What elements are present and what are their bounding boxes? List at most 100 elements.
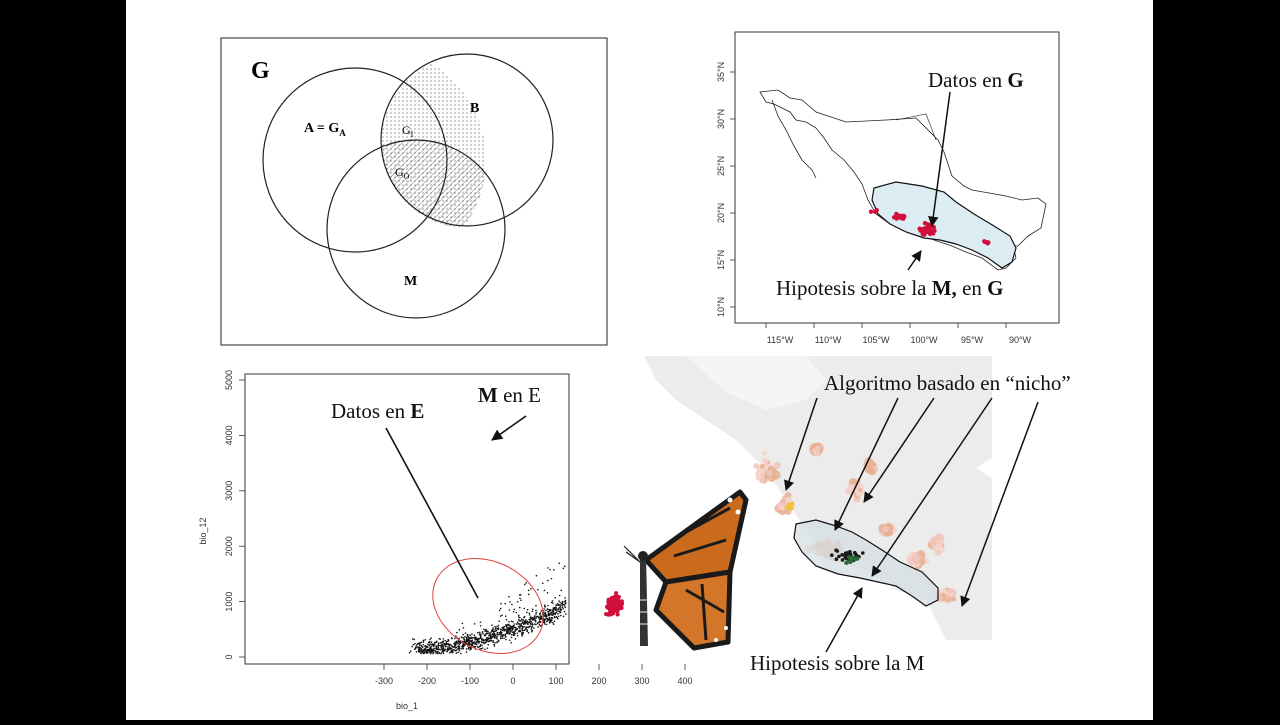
env-point bbox=[557, 613, 559, 615]
env-point bbox=[514, 632, 516, 635]
env-point bbox=[430, 645, 432, 648]
env-point bbox=[479, 625, 482, 627]
env-point bbox=[455, 646, 458, 649]
env-point bbox=[462, 627, 465, 629]
env-point bbox=[517, 616, 520, 618]
env-point bbox=[543, 621, 546, 624]
env-point bbox=[433, 647, 436, 650]
env-point bbox=[531, 622, 533, 624]
env-point bbox=[432, 650, 435, 652]
env-point bbox=[442, 638, 445, 640]
env-point bbox=[532, 617, 535, 620]
env-point bbox=[430, 637, 432, 639]
env-point bbox=[486, 632, 488, 635]
env-point bbox=[431, 643, 433, 646]
env-point bbox=[512, 633, 515, 635]
suitability-patch bbox=[763, 468, 768, 473]
env-point bbox=[543, 608, 545, 610]
env-point bbox=[420, 644, 423, 647]
env-point bbox=[500, 602, 502, 605]
env-point bbox=[546, 591, 549, 594]
env-point bbox=[409, 650, 412, 652]
env-point bbox=[563, 610, 566, 613]
suitability-patch bbox=[760, 472, 766, 478]
env-point bbox=[524, 620, 527, 622]
env-point bbox=[556, 603, 559, 605]
env-point bbox=[466, 634, 469, 637]
env-point bbox=[465, 648, 468, 650]
env-point bbox=[530, 626, 533, 629]
env-point bbox=[478, 640, 481, 643]
env-point bbox=[441, 647, 443, 650]
env-point bbox=[557, 615, 560, 618]
env-point bbox=[563, 603, 565, 606]
env-point bbox=[442, 650, 445, 653]
arrow-data-g bbox=[928, 91, 951, 228]
env-point bbox=[439, 642, 442, 644]
niche-point bbox=[852, 550, 857, 555]
env-point bbox=[557, 610, 560, 612]
env-point bbox=[552, 610, 555, 613]
niche-point bbox=[860, 551, 865, 555]
env-point bbox=[556, 617, 559, 619]
env-point bbox=[461, 644, 464, 647]
env-point bbox=[523, 622, 525, 625]
env-point bbox=[519, 624, 522, 627]
env-point bbox=[462, 647, 465, 650]
env-point bbox=[420, 650, 422, 653]
env-point bbox=[444, 648, 447, 651]
env-point bbox=[496, 631, 499, 634]
env-point bbox=[519, 627, 521, 630]
env-point bbox=[548, 617, 551, 619]
env-point bbox=[539, 612, 542, 614]
env-point bbox=[560, 602, 563, 605]
env-point bbox=[461, 646, 464, 648]
lat-axis: 35°N 30°N 25°N 20°N 15°N 10°N bbox=[716, 62, 735, 317]
env-point bbox=[508, 620, 510, 623]
env-point bbox=[544, 618, 546, 621]
env-point bbox=[554, 596, 557, 599]
env-point bbox=[546, 615, 548, 618]
data-point bbox=[619, 605, 624, 610]
occurrence-point bbox=[901, 216, 906, 221]
env-point bbox=[563, 565, 566, 568]
env-point bbox=[491, 630, 494, 632]
env-point bbox=[438, 648, 441, 651]
env-point bbox=[471, 642, 474, 645]
env-point bbox=[525, 611, 528, 614]
lon-tick-label: 100°W bbox=[910, 335, 938, 345]
arrow-m-e bbox=[491, 415, 527, 441]
env-point bbox=[411, 645, 414, 648]
env-point bbox=[524, 622, 527, 625]
env-point bbox=[457, 647, 459, 650]
env-point bbox=[484, 634, 486, 637]
env-point bbox=[543, 604, 546, 607]
env-point bbox=[438, 644, 440, 647]
env-point bbox=[514, 626, 517, 629]
env-point bbox=[427, 649, 430, 651]
env-point bbox=[460, 647, 463, 650]
env-point bbox=[537, 615, 539, 618]
env-point bbox=[478, 631, 481, 634]
env-point bbox=[468, 641, 471, 644]
env-point bbox=[424, 645, 427, 647]
env-point bbox=[550, 601, 553, 604]
env-point bbox=[559, 605, 562, 608]
env-point bbox=[511, 633, 513, 636]
y-tick-label: 2000 bbox=[224, 536, 234, 556]
env-point bbox=[464, 632, 467, 634]
env-point bbox=[426, 645, 428, 648]
data-point bbox=[615, 612, 620, 617]
env-point bbox=[427, 643, 429, 645]
niche-suitability-patches bbox=[753, 442, 957, 603]
niche-map-light-area bbox=[686, 356, 826, 410]
x-tick-label: 0 bbox=[510, 676, 515, 686]
algoritmo-nicho-label: Algoritmo basado en “nicho” bbox=[824, 371, 1071, 395]
env-point bbox=[523, 607, 525, 610]
env-point bbox=[479, 644, 482, 646]
env-point bbox=[559, 603, 561, 606]
env-point bbox=[455, 652, 458, 654]
env-point bbox=[497, 627, 500, 629]
env-point bbox=[538, 621, 541, 623]
env-point bbox=[491, 624, 493, 626]
